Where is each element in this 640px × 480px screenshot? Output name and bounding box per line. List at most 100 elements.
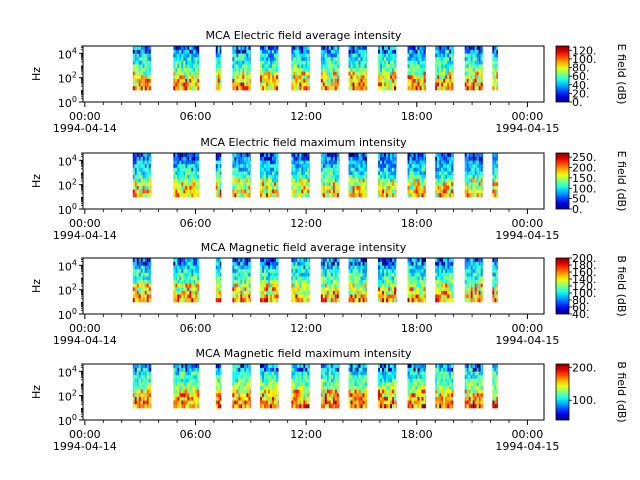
spectrogram-cell (392, 283, 395, 288)
spectrogram-cell (362, 86, 365, 91)
spectrogram-cell (352, 261, 355, 267)
spectrogram-cell (295, 78, 298, 84)
spectrogram-cell (248, 382, 251, 387)
spectrogram-cell (382, 75, 385, 80)
spectrogram-cell (248, 261, 251, 267)
spectrogram-cell (177, 283, 180, 288)
spectrogram-cell (496, 261, 498, 267)
spectrogram-cell (234, 283, 237, 288)
y-tick-label: 102 (58, 178, 77, 193)
spectrogram-cell (474, 294, 477, 299)
spectrogram-cell (242, 156, 245, 162)
spectrogram-cell (291, 290, 294, 296)
spectrogram-cell (219, 367, 222, 373)
spectrogram-cell (449, 164, 452, 169)
spectrogram-cell (191, 49, 194, 55)
spectrogram-cell (181, 60, 184, 65)
spectrogram-cell (132, 175, 135, 180)
spectrogram-cell (411, 71, 414, 76)
spectrogram-cell (421, 64, 424, 69)
spectrogram-cell (384, 258, 387, 263)
spectrogram-cell (470, 153, 473, 158)
spectrogram-cell (441, 53, 444, 58)
spectrogram-cell (468, 167, 471, 172)
spectrogram-cell (435, 75, 438, 80)
spectrogram-cell (240, 75, 243, 80)
spectrogram-cell (266, 189, 269, 194)
spectrogram (132, 46, 498, 91)
spectrogram-cell (470, 167, 473, 172)
spectrogram-cell (303, 287, 306, 292)
spectrogram-cell (334, 272, 337, 277)
spectrogram-cell (423, 160, 426, 165)
spectrogram-cell (334, 78, 337, 84)
spectrogram-cell (423, 75, 426, 80)
spectrogram-cell (146, 60, 149, 65)
spectrogram-cell (138, 64, 141, 69)
spectrogram-cell (439, 276, 442, 281)
spectrogram-cell (246, 364, 249, 369)
spectrogram-cell (134, 60, 137, 65)
spectrogram-cell (334, 153, 337, 158)
spectrogram-cell (301, 280, 304, 285)
spectrogram-cell (380, 182, 383, 187)
spectrogram-cell (175, 382, 178, 387)
spectrogram-cell (189, 294, 192, 299)
spectrogram-cell (299, 49, 302, 55)
spectrogram-cell (411, 193, 414, 198)
spectrogram-cell (148, 60, 151, 65)
spectrogram-cell (144, 64, 147, 69)
spectrogram-cell (185, 389, 188, 394)
spectrogram-cell (330, 185, 333, 191)
spectrogram-cell (421, 82, 424, 87)
spectrogram-cell (378, 185, 381, 191)
spectrogram-cell (407, 53, 410, 58)
spectrogram-cell (217, 386, 220, 391)
spectrogram-cell (177, 185, 180, 191)
spectrogram-cell (179, 171, 182, 176)
spectrogram-cell (466, 171, 469, 176)
spectrogram-cell (301, 290, 304, 296)
spectrogram-cell (445, 272, 448, 277)
spectrogram-cell (219, 53, 222, 58)
spectrogram-cell (270, 49, 273, 55)
spectrogram-cell (384, 298, 387, 303)
spectrogram-cell (295, 290, 298, 296)
spectrogram-cell (187, 71, 190, 76)
spectrogram-cell (276, 46, 279, 51)
spectrogram-cell (348, 46, 351, 51)
spectrogram-cell (307, 160, 310, 165)
spectrogram-cell (238, 287, 241, 292)
spectrogram-cell (291, 189, 294, 194)
spectrogram-cell (303, 280, 306, 285)
spectrogram-cell (464, 64, 467, 69)
spectrogram-cell (439, 68, 442, 73)
spectrogram-cell (496, 272, 498, 277)
spectrogram-cell (134, 393, 137, 398)
spectrogram-cell (356, 156, 359, 162)
spectrogram-cell (476, 82, 479, 87)
spectrogram-cell (240, 156, 243, 162)
spectrogram-cell (358, 178, 361, 183)
spectrogram-cell (421, 68, 424, 73)
spectrogram-cell (421, 156, 424, 162)
spectrogram-cell (181, 280, 184, 285)
spectrogram-cell (392, 68, 395, 73)
spectrogram-cell (268, 276, 271, 281)
spectrogram-cell (248, 164, 251, 169)
spectrogram-cell (173, 82, 176, 87)
spectrogram-cell (445, 287, 448, 292)
spectrogram-cell (140, 261, 143, 267)
spectrogram-cell (242, 265, 245, 270)
spectrogram-cell (232, 53, 235, 58)
spectrogram-cell (183, 164, 186, 169)
spectrogram-cell (291, 160, 294, 165)
spectrogram-cell (305, 189, 308, 194)
spectrogram-cell (468, 82, 471, 87)
spectrogram-cell (274, 182, 277, 187)
spectrogram-cell (295, 258, 298, 263)
spectrogram-cell (413, 49, 416, 55)
spectrogram-cell (177, 276, 180, 281)
spectrogram-cell (193, 371, 196, 376)
spectrogram-cell (382, 60, 385, 65)
